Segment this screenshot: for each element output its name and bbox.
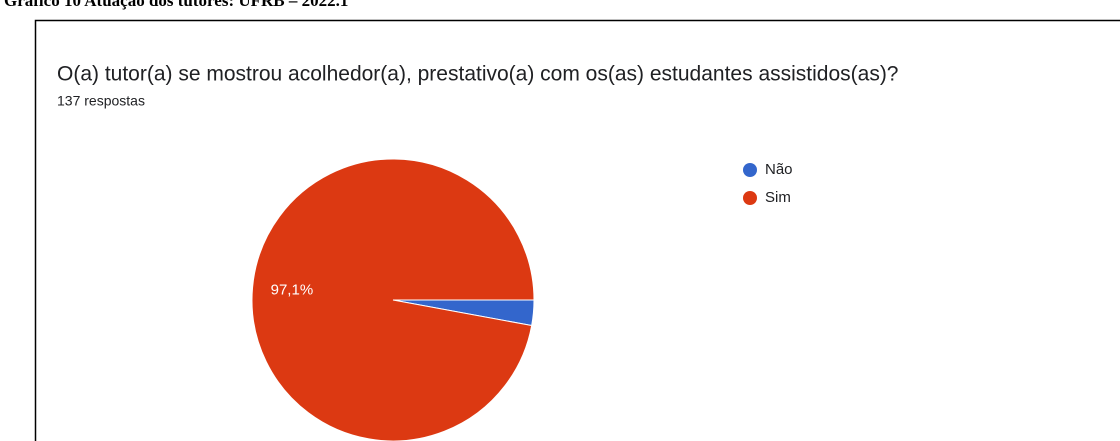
slice-label: 97,1%	[271, 282, 314, 299]
legend-swatch	[743, 163, 757, 177]
caption: Gráfico 10 Atuação dos tutores: UFRB – 2…	[4, 0, 348, 10]
frame	[34, 19, 1120, 441]
legend-swatch	[743, 191, 757, 205]
pie-slice	[251, 158, 535, 441]
chart-subtitle: 137 respostas	[57, 93, 145, 109]
legend-label: Não	[765, 161, 793, 178]
chart-title: O(a) tutor(a) se mostrou acolhedor(a), p…	[57, 63, 899, 86]
legend-label: Sim	[765, 189, 791, 206]
